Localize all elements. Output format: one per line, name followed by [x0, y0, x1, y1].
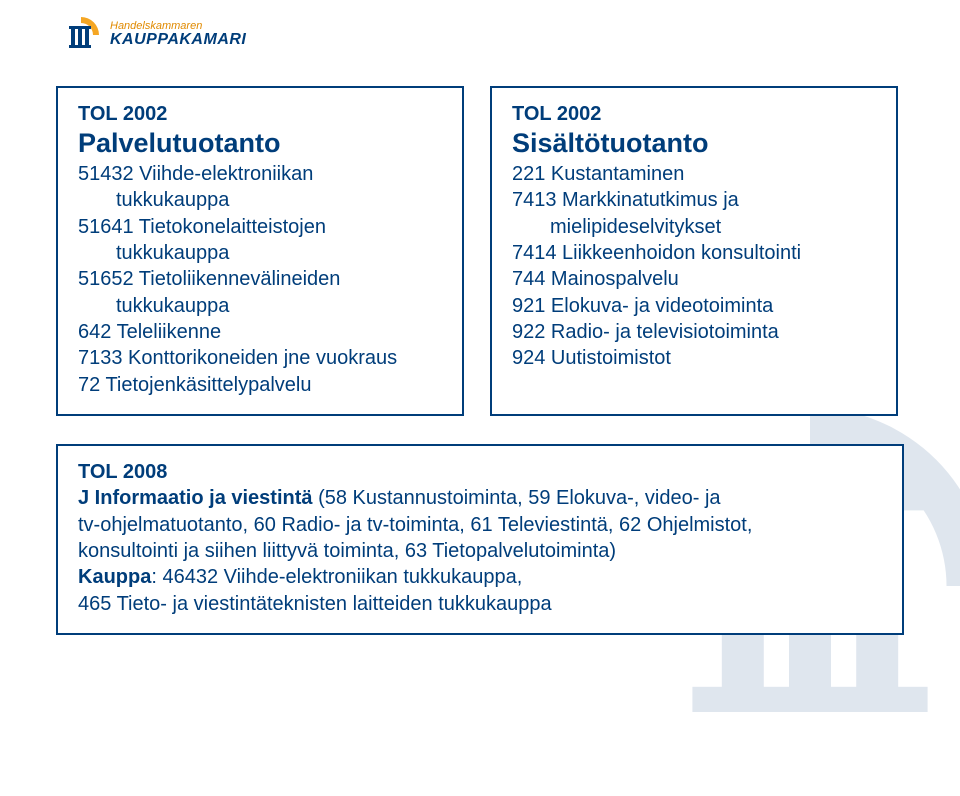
- right-heading2: Sisältötuotanto: [512, 127, 876, 161]
- list-item: 7133 Konttorikoneiden jne vuokraus: [78, 345, 442, 371]
- right-heading1: TOL 2002: [512, 102, 876, 127]
- bottom-heading: TOL 2008: [78, 460, 882, 485]
- list-item: 51641 Tietokonelaitteistojen: [78, 214, 442, 240]
- bottom-line1: J Informaatio ja viestintä (58 Kustannus…: [78, 485, 882, 511]
- logo: Handelskammaren KAUPPAKAMARI: [60, 14, 246, 56]
- bottom-line2: tv-ohjelmatuotanto, 60 Radio- ja tv-toim…: [78, 512, 882, 538]
- list-item: 221 Kustantaminen: [512, 161, 876, 187]
- right-box: TOL 2002 Sisältötuotanto 221 Kustantamin…: [490, 86, 898, 416]
- list-item: 51432 Viihde-elektroniikan: [78, 161, 442, 187]
- list-item: 642 Teleliikenne: [78, 319, 442, 345]
- list-item-sub: tukkukauppa: [78, 293, 442, 319]
- logo-line2: KAUPPAKAMARI: [110, 32, 246, 49]
- slide-content: TOL 2002 Palvelutuotanto 51432 Viihde-el…: [56, 86, 904, 635]
- list-item-sub: tukkukauppa: [78, 240, 442, 266]
- left-heading2: Palvelutuotanto: [78, 127, 442, 161]
- list-item: 7413 Markkinatutkimus ja: [512, 187, 876, 213]
- list-item: 51652 Tietoliikennevälineiden: [78, 266, 442, 292]
- list-item: 922 Radio- ja televisiotoiminta: [512, 319, 876, 345]
- list-item-sub: mielipideselvitykset: [512, 214, 876, 240]
- bottom-line5: 465 Tieto- ja viestintäteknisten laittei…: [78, 591, 882, 617]
- bottom-line3: konsultointi ja siihen liittyvä toiminta…: [78, 538, 882, 564]
- logo-icon: [60, 14, 102, 56]
- bottom-line4: Kauppa: 46432 Viihde-elektroniikan tukku…: [78, 564, 882, 590]
- list-item: 744 Mainospalvelu: [512, 266, 876, 292]
- list-item: 924 Uutistoimistot: [512, 345, 876, 371]
- list-item: 921 Elokuva- ja videotoiminta: [512, 293, 876, 319]
- left-box: TOL 2002 Palvelutuotanto 51432 Viihde-el…: [56, 86, 464, 416]
- left-heading1: TOL 2002: [78, 102, 442, 127]
- bottom-box: TOL 2008 J Informaatio ja viestintä (58 …: [56, 444, 904, 635]
- list-item: 72 Tietojenkäsittelypalvelu: [78, 372, 442, 398]
- list-item-sub: tukkukauppa: [78, 187, 442, 213]
- list-item: 7414 Liikkeenhoidon konsultointi: [512, 240, 876, 266]
